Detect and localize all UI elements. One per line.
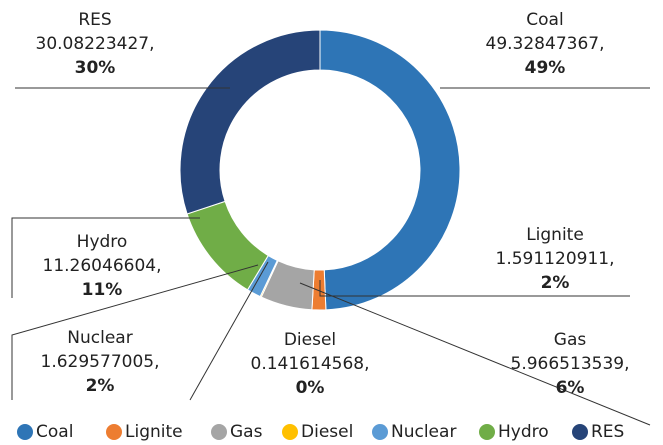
slice-label: Gas — [554, 330, 587, 350]
slice-label: Coal — [526, 10, 563, 30]
slice-label: Hydro — [77, 232, 128, 252]
legend-swatch — [106, 424, 122, 440]
slice-label: Diesel — [284, 330, 336, 350]
value-label: 11.26046604, — [43, 256, 162, 276]
legend-swatch — [479, 424, 495, 440]
percent-label: 0% — [296, 378, 325, 398]
legend-label: Coal — [36, 422, 73, 442]
legend-label: Gas — [230, 422, 263, 442]
percent-label: 30% — [75, 58, 116, 78]
legend-label: RES — [591, 422, 624, 442]
legend-label: Diesel — [301, 422, 353, 442]
slice-label: Nuclear — [67, 328, 132, 348]
slice — [179, 29, 321, 215]
value-label: 1.629577005, — [41, 352, 160, 372]
legend-swatch — [17, 424, 33, 440]
legend-swatch — [282, 424, 298, 440]
slice-label: RES — [78, 10, 111, 30]
legend-swatch — [572, 424, 588, 440]
leader-line — [11, 217, 200, 298]
leader-line — [299, 282, 651, 426]
value-label: 49.32847367, — [486, 34, 605, 54]
value-label: 30.08223427, — [36, 34, 155, 54]
legend-label: Hydro — [498, 422, 549, 442]
value-label: 5.966513539, — [511, 354, 630, 374]
leader-line — [189, 261, 269, 401]
legend-swatch — [211, 424, 227, 440]
value-label: 1.591120911, — [496, 249, 615, 269]
legend-swatch — [372, 424, 388, 440]
percent-label: 2% — [541, 273, 570, 293]
legend-label: Nuclear — [391, 422, 456, 442]
slice — [319, 29, 461, 311]
slice-label: Lignite — [526, 225, 584, 245]
percent-label: 11% — [82, 280, 123, 300]
percent-label: 6% — [556, 378, 585, 398]
percent-label: 2% — [86, 376, 115, 396]
percent-label: 49% — [525, 58, 566, 78]
leader-line — [319, 280, 630, 297]
legend-label: Lignite — [125, 422, 183, 442]
value-label: 0.141614568, — [251, 354, 370, 374]
leader-line — [11, 264, 259, 400]
slice — [186, 200, 269, 291]
